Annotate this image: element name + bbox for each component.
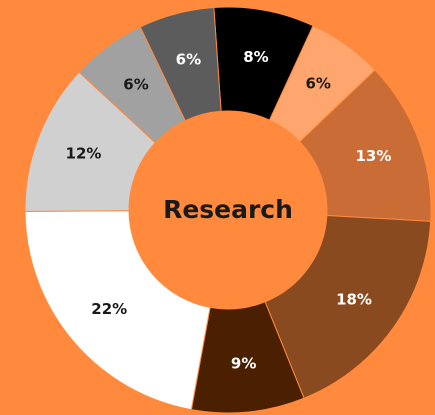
value-label: 22% xyxy=(91,300,127,318)
donut-slice xyxy=(24,210,211,411)
donut-slice xyxy=(139,6,222,122)
donut-slice xyxy=(264,214,432,399)
value-label: 13% xyxy=(356,147,392,165)
value-label: 18% xyxy=(336,291,372,309)
value-label: 12% xyxy=(66,144,102,162)
value-label: 6% xyxy=(176,51,201,69)
value-label: 9% xyxy=(231,355,256,373)
value-label: 6% xyxy=(305,74,330,92)
center-label: Research xyxy=(163,195,293,224)
value-label: 6% xyxy=(123,76,148,94)
value-label: 8% xyxy=(243,48,268,66)
